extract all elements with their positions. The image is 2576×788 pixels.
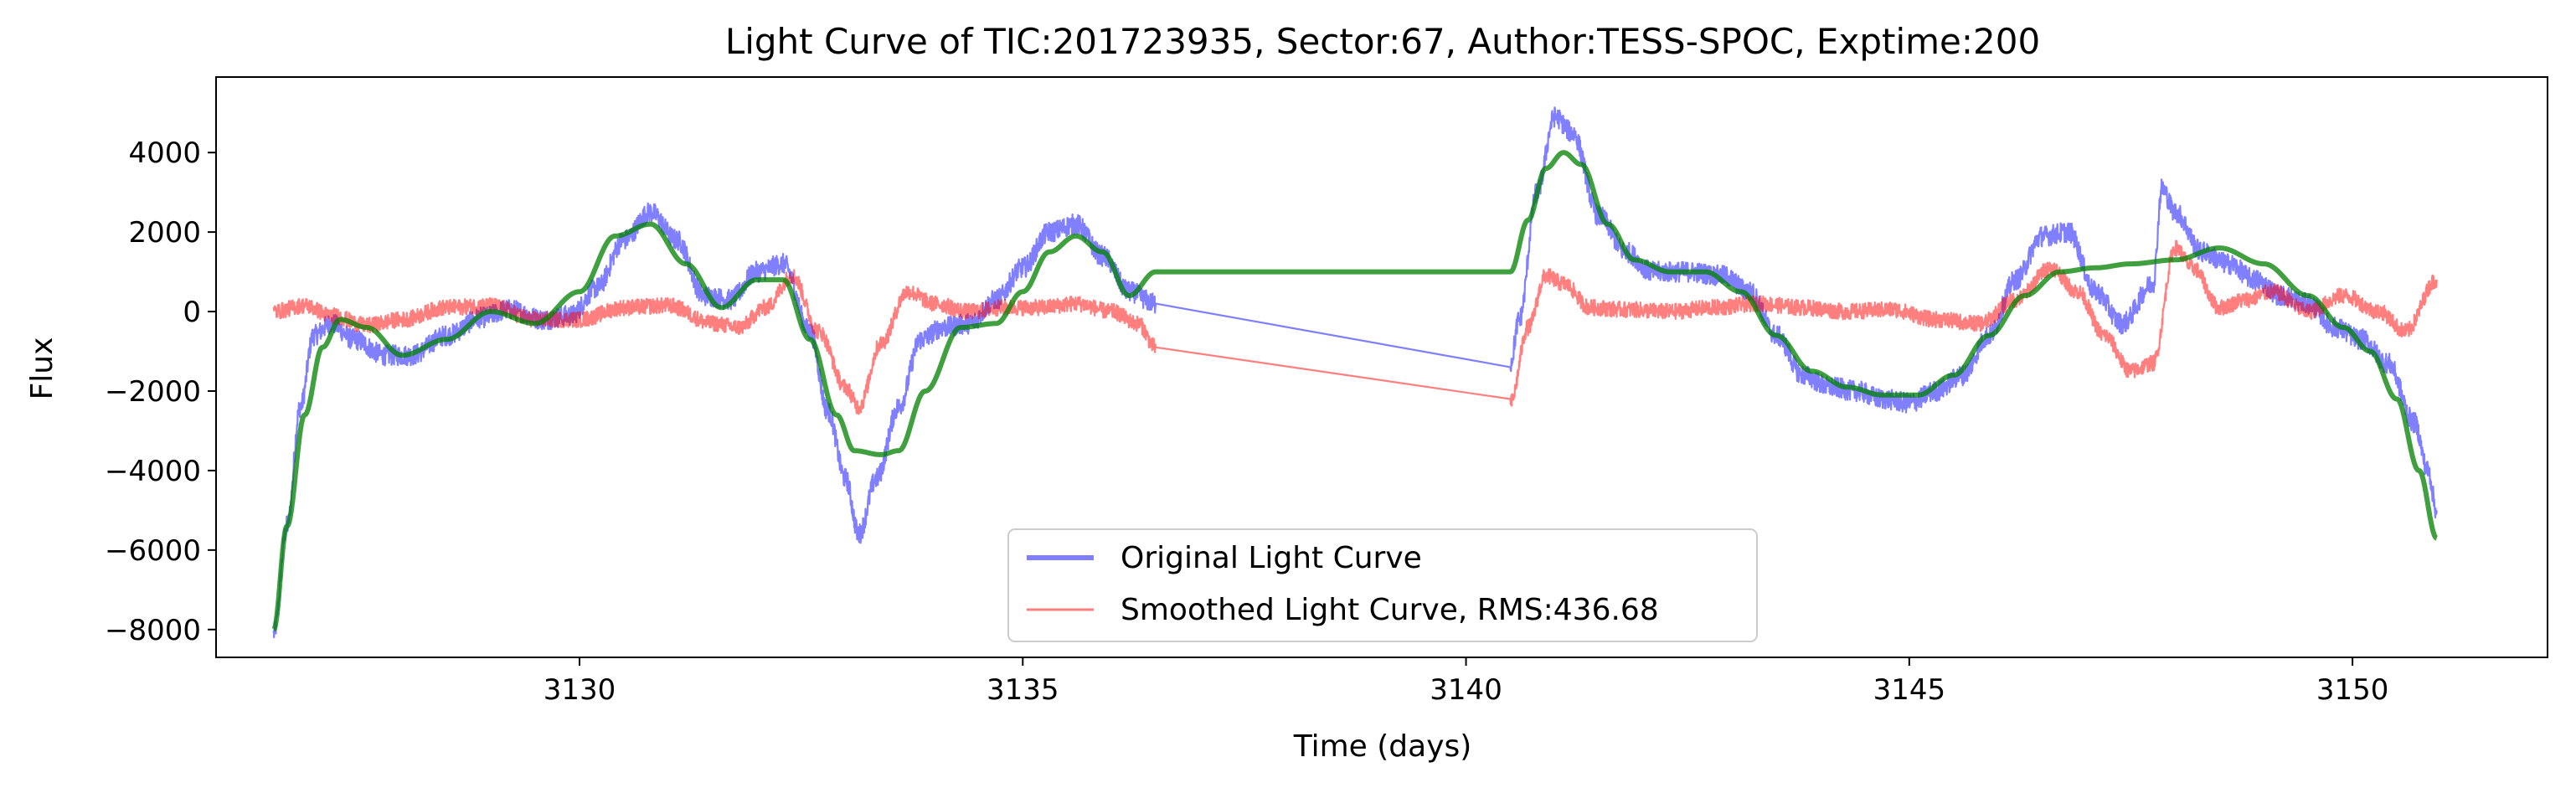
legend: Original Light Curve Smoothed Light Curv… bbox=[1007, 528, 1758, 642]
y-tick-label: 0 bbox=[183, 296, 201, 329]
y-tick-label: 4000 bbox=[128, 136, 201, 170]
y-tick-label: −6000 bbox=[105, 534, 201, 568]
y-axis-label: Flux bbox=[25, 337, 59, 400]
y-tick-label: −8000 bbox=[105, 614, 201, 647]
trend-fit-series bbox=[271, 150, 2439, 632]
smoothed-light-curve-series bbox=[272, 239, 2438, 415]
x-axis-label: Time (days) bbox=[1293, 729, 1472, 764]
y-tick-label: −4000 bbox=[105, 455, 201, 488]
series-layer bbox=[271, 106, 2439, 639]
y-axis: −8000 −6000 −4000 −2000 0 2000 4000 bbox=[105, 136, 216, 647]
x-tick-label: 3135 bbox=[987, 673, 1059, 707]
legend-label-original: Original Light Curve bbox=[1121, 541, 1422, 575]
x-tick-label: 3130 bbox=[544, 673, 616, 707]
legend-box bbox=[1007, 528, 1758, 642]
plot-frame bbox=[215, 76, 2548, 658]
x-axis: 3130 3135 3140 3145 3150 bbox=[544, 657, 2389, 707]
x-tick-label: 3150 bbox=[2316, 673, 2389, 707]
chart-title: Light Curve of TIC:201723935, Sector:67,… bbox=[725, 21, 2040, 62]
x-tick-label: 3140 bbox=[1430, 673, 1502, 707]
x-tick-label: 3145 bbox=[1873, 673, 1946, 707]
y-tick-label: −2000 bbox=[105, 375, 201, 409]
legend-label-smoothed: Smoothed Light Curve, RMS:436.68 bbox=[1121, 593, 1659, 627]
y-tick-label: 2000 bbox=[128, 216, 201, 250]
